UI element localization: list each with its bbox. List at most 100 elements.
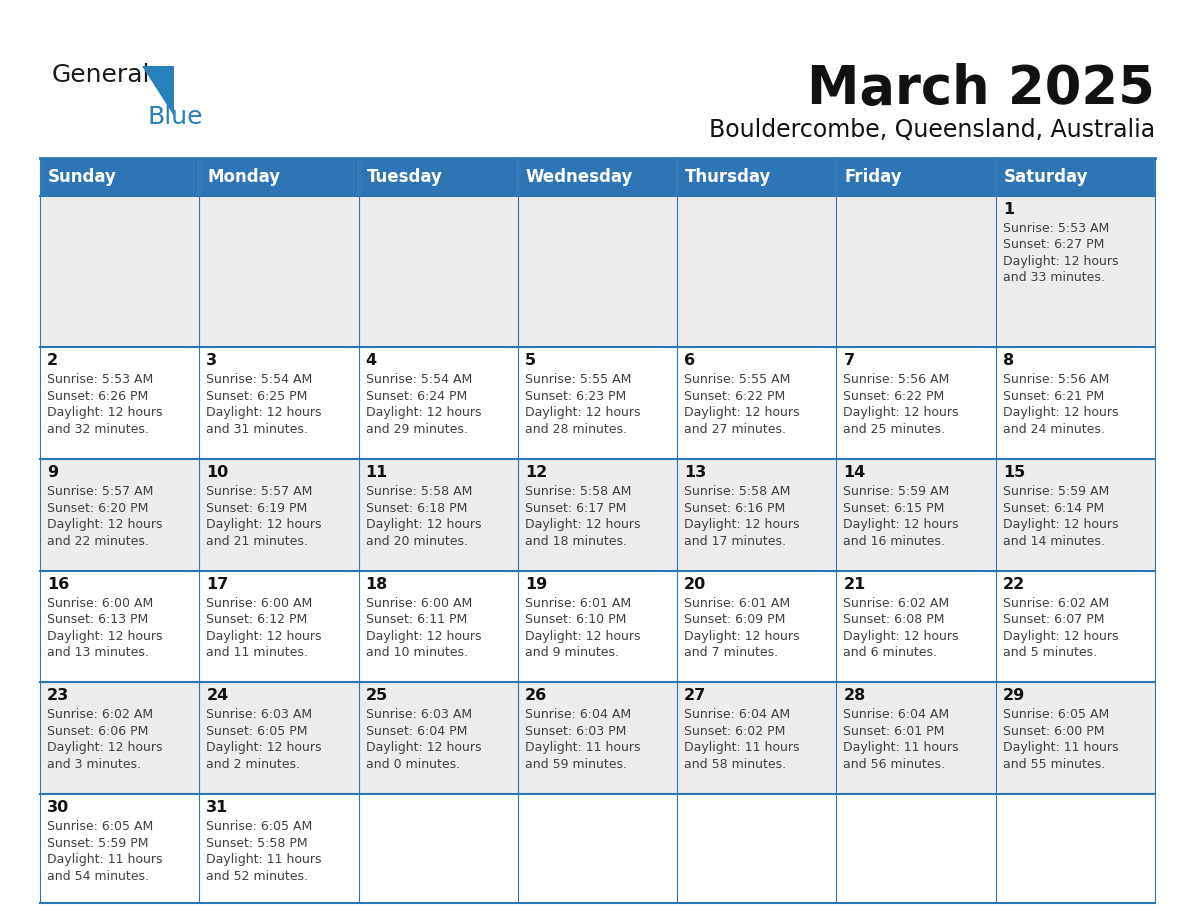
Bar bbox=[518, 794, 677, 903]
Text: 4: 4 bbox=[366, 353, 377, 368]
Text: and 7 minutes.: and 7 minutes. bbox=[684, 646, 778, 659]
Bar bbox=[996, 794, 1155, 903]
Text: Sunrise: 6:00 AM: Sunrise: 6:00 AM bbox=[48, 597, 153, 610]
Bar bbox=[518, 196, 677, 347]
Text: 8: 8 bbox=[1003, 353, 1013, 368]
Text: Sunset: 6:06 PM: Sunset: 6:06 PM bbox=[48, 725, 148, 738]
Text: 9: 9 bbox=[48, 465, 58, 480]
Text: Friday: Friday bbox=[845, 168, 902, 186]
Text: and 5 minutes.: and 5 minutes. bbox=[1003, 646, 1097, 659]
Bar bbox=[40, 158, 200, 196]
Text: Daylight: 12 hours: Daylight: 12 hours bbox=[48, 518, 163, 531]
Text: and 56 minutes.: and 56 minutes. bbox=[843, 758, 946, 771]
Text: 11: 11 bbox=[366, 465, 387, 480]
Text: Sunset: 6:26 PM: Sunset: 6:26 PM bbox=[48, 390, 148, 403]
Bar bbox=[836, 794, 996, 903]
Text: Daylight: 11 hours: Daylight: 11 hours bbox=[525, 742, 640, 755]
Text: Daylight: 12 hours: Daylight: 12 hours bbox=[684, 518, 800, 531]
Text: and 13 minutes.: and 13 minutes. bbox=[48, 646, 148, 659]
Text: Sunrise: 5:53 AM: Sunrise: 5:53 AM bbox=[1003, 222, 1108, 235]
Text: Bouldercombe, Queensland, Australia: Bouldercombe, Queensland, Australia bbox=[709, 118, 1155, 142]
Bar bbox=[359, 347, 518, 459]
Text: Daylight: 12 hours: Daylight: 12 hours bbox=[684, 630, 800, 643]
Text: 26: 26 bbox=[525, 688, 548, 703]
Text: 16: 16 bbox=[48, 577, 69, 592]
Text: Daylight: 12 hours: Daylight: 12 hours bbox=[48, 630, 163, 643]
Text: Daylight: 12 hours: Daylight: 12 hours bbox=[366, 630, 481, 643]
Text: Sunset: 6:10 PM: Sunset: 6:10 PM bbox=[525, 613, 626, 626]
Bar bbox=[518, 459, 677, 571]
Text: Sunrise: 6:02 AM: Sunrise: 6:02 AM bbox=[843, 597, 949, 610]
Text: Monday: Monday bbox=[207, 168, 280, 186]
Text: Sunset: 6:22 PM: Sunset: 6:22 PM bbox=[684, 390, 785, 403]
Text: Sunset: 6:24 PM: Sunset: 6:24 PM bbox=[366, 390, 467, 403]
Bar bbox=[359, 571, 518, 682]
Text: Sunset: 6:22 PM: Sunset: 6:22 PM bbox=[843, 390, 944, 403]
Text: Sunrise: 6:02 AM: Sunrise: 6:02 AM bbox=[48, 709, 153, 722]
Text: Sunrise: 6:01 AM: Sunrise: 6:01 AM bbox=[684, 597, 790, 610]
Bar bbox=[836, 682, 996, 794]
Text: Sunset: 6:13 PM: Sunset: 6:13 PM bbox=[48, 613, 148, 626]
Text: 13: 13 bbox=[684, 465, 707, 480]
Text: Sunset: 6:09 PM: Sunset: 6:09 PM bbox=[684, 613, 785, 626]
Text: Daylight: 12 hours: Daylight: 12 hours bbox=[366, 407, 481, 420]
Bar bbox=[359, 459, 518, 571]
Text: and 9 minutes.: and 9 minutes. bbox=[525, 646, 619, 659]
Text: 15: 15 bbox=[1003, 465, 1025, 480]
Text: Sunrise: 6:04 AM: Sunrise: 6:04 AM bbox=[525, 709, 631, 722]
Text: Sunrise: 6:05 AM: Sunrise: 6:05 AM bbox=[207, 820, 312, 834]
Text: 24: 24 bbox=[207, 688, 228, 703]
Bar bbox=[40, 682, 200, 794]
Text: Sunset: 6:19 PM: Sunset: 6:19 PM bbox=[207, 501, 308, 514]
Text: 20: 20 bbox=[684, 577, 707, 592]
Text: and 0 minutes.: and 0 minutes. bbox=[366, 758, 460, 771]
Text: Daylight: 12 hours: Daylight: 12 hours bbox=[207, 518, 322, 531]
Bar bbox=[996, 158, 1155, 196]
Text: Sunset: 6:05 PM: Sunset: 6:05 PM bbox=[207, 725, 308, 738]
Text: Daylight: 11 hours: Daylight: 11 hours bbox=[48, 853, 163, 867]
Text: Daylight: 12 hours: Daylight: 12 hours bbox=[207, 407, 322, 420]
Bar bbox=[836, 158, 996, 196]
Text: and 58 minutes.: and 58 minutes. bbox=[684, 758, 786, 771]
Text: Daylight: 12 hours: Daylight: 12 hours bbox=[684, 407, 800, 420]
Bar bbox=[996, 682, 1155, 794]
Text: 6: 6 bbox=[684, 353, 695, 368]
Text: Sunset: 6:00 PM: Sunset: 6:00 PM bbox=[1003, 725, 1104, 738]
Text: Sunset: 5:59 PM: Sunset: 5:59 PM bbox=[48, 836, 148, 850]
Text: 21: 21 bbox=[843, 577, 866, 592]
Text: Tuesday: Tuesday bbox=[367, 168, 442, 186]
Text: 28: 28 bbox=[843, 688, 866, 703]
Text: Daylight: 11 hours: Daylight: 11 hours bbox=[684, 742, 800, 755]
Text: Daylight: 12 hours: Daylight: 12 hours bbox=[207, 630, 322, 643]
Bar bbox=[40, 196, 200, 347]
Text: Wednesday: Wednesday bbox=[526, 168, 633, 186]
Text: Daylight: 12 hours: Daylight: 12 hours bbox=[843, 518, 959, 531]
Bar bbox=[359, 196, 518, 347]
Text: Sunrise: 6:01 AM: Sunrise: 6:01 AM bbox=[525, 597, 631, 610]
Text: Sunrise: 6:05 AM: Sunrise: 6:05 AM bbox=[48, 820, 153, 834]
Text: Blue: Blue bbox=[147, 105, 202, 129]
Text: General: General bbox=[52, 63, 151, 87]
Text: and 22 minutes.: and 22 minutes. bbox=[48, 534, 148, 547]
Text: March 2025: March 2025 bbox=[808, 63, 1155, 115]
Text: Sunrise: 5:57 AM: Sunrise: 5:57 AM bbox=[48, 485, 153, 498]
Text: 3: 3 bbox=[207, 353, 217, 368]
Text: 10: 10 bbox=[207, 465, 228, 480]
Text: 29: 29 bbox=[1003, 688, 1025, 703]
Text: 23: 23 bbox=[48, 688, 69, 703]
Bar bbox=[677, 794, 836, 903]
Text: Sunset: 6:17 PM: Sunset: 6:17 PM bbox=[525, 501, 626, 514]
Text: Sunset: 6:11 PM: Sunset: 6:11 PM bbox=[366, 613, 467, 626]
Text: and 17 minutes.: and 17 minutes. bbox=[684, 534, 786, 547]
Text: Saturday: Saturday bbox=[1004, 168, 1088, 186]
Bar bbox=[200, 459, 359, 571]
Bar bbox=[836, 347, 996, 459]
Text: Sunrise: 5:55 AM: Sunrise: 5:55 AM bbox=[684, 374, 790, 386]
Text: and 21 minutes.: and 21 minutes. bbox=[207, 534, 308, 547]
Text: Daylight: 12 hours: Daylight: 12 hours bbox=[1003, 407, 1118, 420]
Text: Daylight: 12 hours: Daylight: 12 hours bbox=[525, 407, 640, 420]
Text: Sunrise: 5:59 AM: Sunrise: 5:59 AM bbox=[1003, 485, 1108, 498]
Text: Sunset: 6:16 PM: Sunset: 6:16 PM bbox=[684, 501, 785, 514]
Text: Daylight: 12 hours: Daylight: 12 hours bbox=[1003, 518, 1118, 531]
Bar bbox=[40, 794, 200, 903]
